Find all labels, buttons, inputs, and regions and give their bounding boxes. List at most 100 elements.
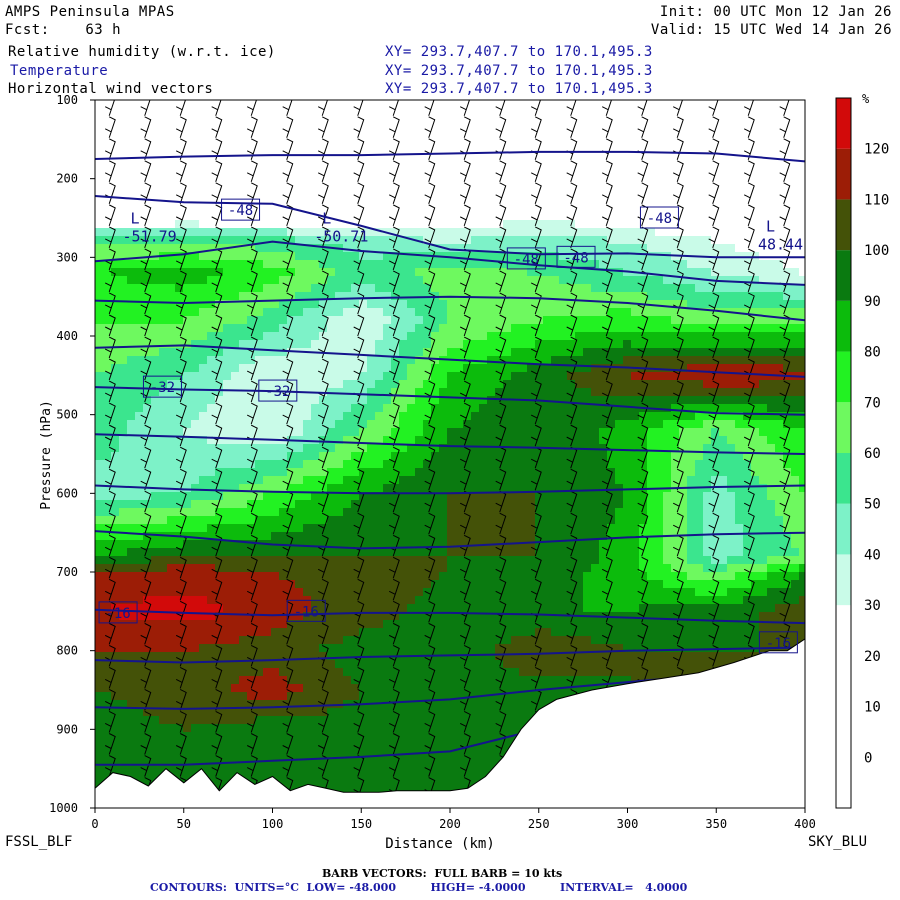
rh-cell xyxy=(351,524,360,533)
rh-cell xyxy=(111,188,120,197)
rh-cell xyxy=(415,308,424,317)
rh-cell xyxy=(383,276,392,285)
rh-cell xyxy=(111,516,120,525)
rh-cell xyxy=(495,452,504,461)
rh-cell xyxy=(239,164,248,173)
rh-cell xyxy=(479,164,488,173)
rh-cell xyxy=(359,196,368,205)
rh-cell xyxy=(367,660,376,669)
rh-cell xyxy=(295,460,304,469)
rh-cell xyxy=(215,692,224,701)
rh-cell xyxy=(247,108,256,117)
rh-cell xyxy=(143,308,152,317)
rh-cell xyxy=(119,500,128,509)
rh-cell xyxy=(143,100,152,109)
rh-cell xyxy=(455,516,464,525)
rh-cell xyxy=(127,420,136,429)
rh-cell xyxy=(359,220,368,229)
rh-cell xyxy=(175,564,184,573)
rh-cell xyxy=(335,324,344,333)
rh-cell xyxy=(351,660,360,669)
rh-cell xyxy=(431,260,440,269)
rh-cell xyxy=(391,740,400,749)
rh-cell xyxy=(407,508,416,517)
rh-cell xyxy=(439,484,448,493)
rh-cell xyxy=(119,236,128,245)
rh-cell xyxy=(407,452,416,461)
rh-cell xyxy=(391,428,400,437)
rh-cell xyxy=(375,572,384,581)
rh-cell xyxy=(399,748,408,757)
rh-cell xyxy=(455,772,464,781)
rh-cell xyxy=(95,412,104,421)
rh-cell xyxy=(391,276,400,285)
rh-cell xyxy=(183,652,192,661)
rh-cell xyxy=(487,692,496,701)
rh-cell xyxy=(471,684,480,693)
rh-cell xyxy=(311,564,320,573)
rh-cell xyxy=(399,636,408,645)
rh-cell xyxy=(527,484,536,493)
rh-cell xyxy=(271,164,280,173)
rh-cell xyxy=(327,532,336,541)
rh-cell xyxy=(375,516,384,525)
rh-cell xyxy=(343,452,352,461)
rh-cell xyxy=(359,252,368,261)
rh-cell xyxy=(327,164,336,173)
rh-cell xyxy=(111,540,120,549)
rh-cell xyxy=(95,396,104,405)
rh-cell xyxy=(231,636,240,645)
rh-cell xyxy=(399,628,408,637)
rh-cell xyxy=(247,356,256,365)
rh-cell xyxy=(119,380,128,389)
rh-cell xyxy=(415,356,424,365)
rh-cell xyxy=(431,548,440,557)
rh-cell xyxy=(399,452,408,461)
rh-cell xyxy=(495,356,504,365)
rh-cell xyxy=(535,692,544,701)
rh-cell xyxy=(543,100,552,109)
rh-cell xyxy=(367,740,376,749)
rh-cell xyxy=(503,468,512,477)
rh-cell xyxy=(95,556,104,565)
rh-cell xyxy=(135,356,144,365)
rh-cell xyxy=(215,332,224,341)
rh-cell xyxy=(183,692,192,701)
rh-cell xyxy=(423,604,432,613)
rh-cell xyxy=(191,124,200,133)
rh-cell xyxy=(207,108,216,117)
rh-cell xyxy=(303,236,312,245)
rh-cell xyxy=(151,276,160,285)
rh-cell xyxy=(119,524,128,533)
rh-cell xyxy=(487,260,496,269)
rh-cell xyxy=(399,764,408,773)
rh-cell xyxy=(207,172,216,181)
rh-cell xyxy=(471,116,480,125)
rh-cell xyxy=(391,156,400,165)
rh-cell xyxy=(199,260,208,269)
rh-cell xyxy=(119,196,128,205)
rh-cell xyxy=(111,628,120,637)
rh-cell xyxy=(423,548,432,557)
rh-cell xyxy=(391,220,400,229)
rh-cell xyxy=(255,172,264,181)
rh-cell xyxy=(367,612,376,621)
rh-cell xyxy=(423,780,432,789)
rh-cell xyxy=(479,660,488,669)
rh-cell xyxy=(207,372,216,381)
rh-cell xyxy=(359,636,368,645)
rh-cell xyxy=(423,308,432,317)
rh-cell xyxy=(239,228,248,237)
rh-cell xyxy=(111,692,120,701)
rh-cell xyxy=(239,324,248,333)
rh-cell xyxy=(503,172,512,181)
rh-cell xyxy=(487,284,496,293)
rh-cell xyxy=(431,484,440,493)
rh-cell xyxy=(439,580,448,589)
rh-cell xyxy=(175,404,184,413)
rh-cell xyxy=(231,724,240,733)
rh-cell xyxy=(199,660,208,669)
rh-cell xyxy=(175,260,184,269)
rh-cell xyxy=(383,508,392,517)
rh-cell xyxy=(439,356,448,365)
